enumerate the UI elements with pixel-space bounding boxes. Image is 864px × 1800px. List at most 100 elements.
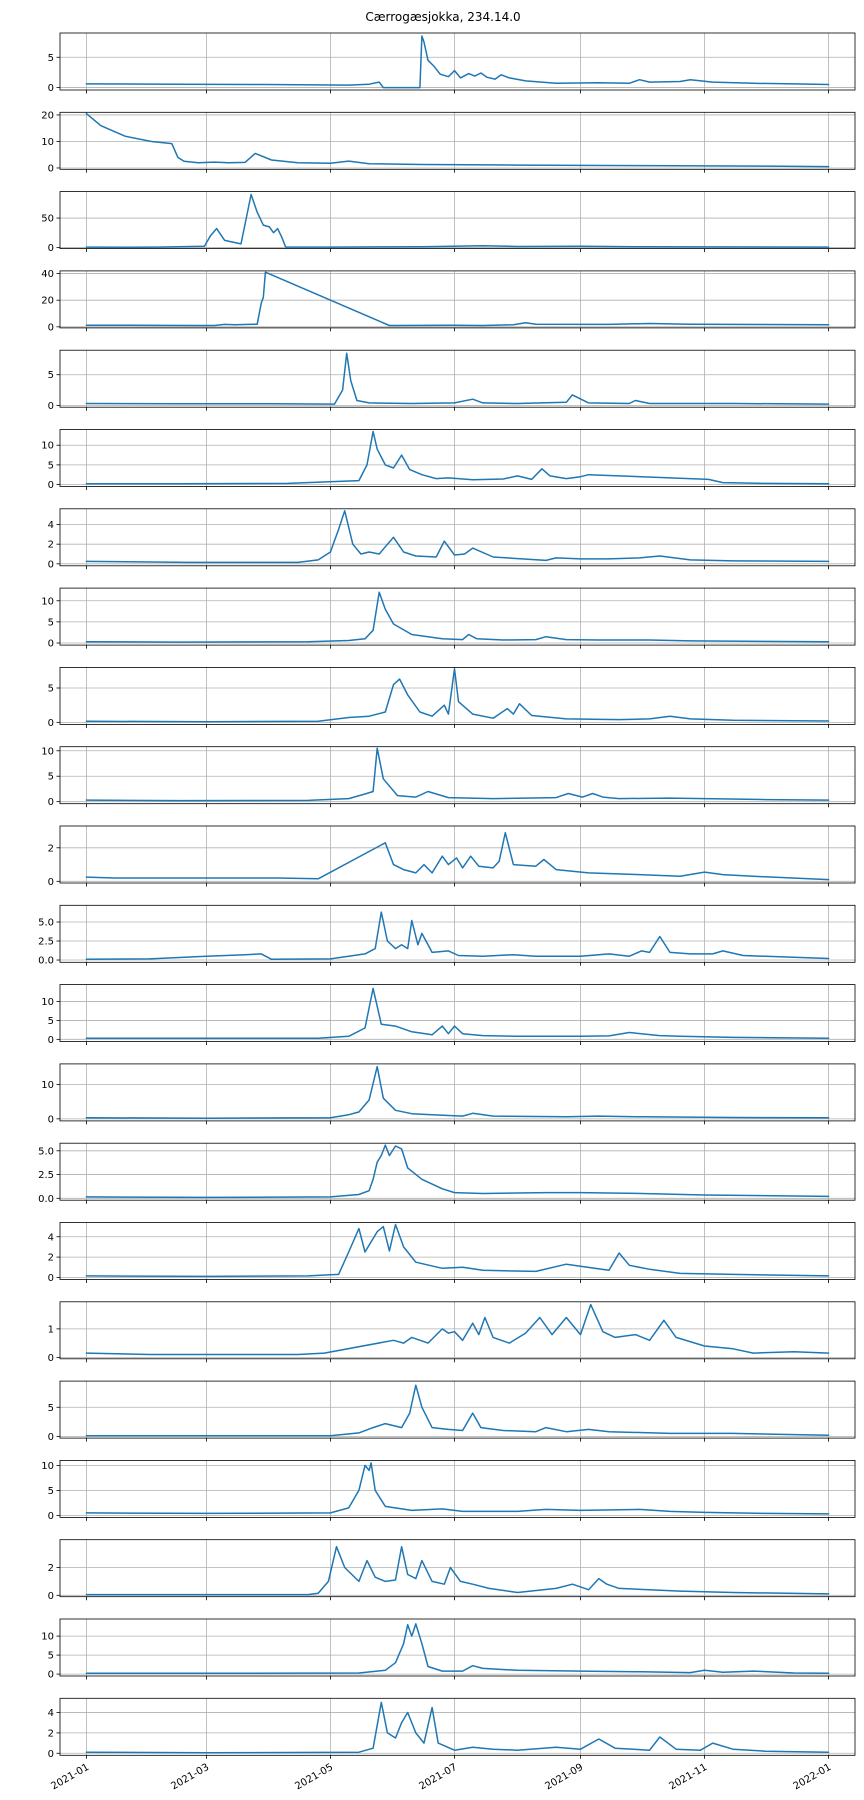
y-tick-label: 10 <box>41 997 54 1008</box>
x-tick-label: 2021-01 <box>49 1762 91 1792</box>
y-tick-label: 2.5 <box>38 1170 54 1181</box>
panel-frame <box>59 270 856 329</box>
series-line <box>85 1545 830 1596</box>
y-tick-label: 0 <box>48 83 54 94</box>
panel-7: 0 2 4 <box>48 508 856 570</box>
series-line <box>85 510 830 564</box>
y-tick-label: 5 <box>48 53 54 64</box>
y-tick-label: 20 <box>41 296 54 307</box>
panel-frame <box>59 984 856 1042</box>
y-tick-label: 0 <box>48 559 54 570</box>
y-tick-label: 2 <box>48 540 54 551</box>
y-tick-label: 0 <box>48 638 54 649</box>
y-tick-label: 5 <box>48 1651 54 1662</box>
y-tick-label: 10 <box>41 137 54 148</box>
panel-17: 01 <box>48 1301 856 1364</box>
series-line <box>85 591 830 643</box>
x-tick-label: 2021-05 <box>293 1762 335 1792</box>
x-tick-label: 2021-11 <box>668 1762 710 1792</box>
chart-title: Cærrogæsjokka, 234.14.0 <box>365 10 520 24</box>
y-tick-label: 10 <box>41 1080 54 1091</box>
y-tick-label: 5 <box>48 370 54 381</box>
panel-3: 0 50 <box>41 191 856 254</box>
panel-frame <box>59 1142 856 1201</box>
panel-frame <box>59 191 856 250</box>
series-line <box>85 1701 830 1754</box>
panel-8: 0 5 10 <box>41 587 856 649</box>
panel-14: 0 10 <box>41 1063 856 1125</box>
panel-frame <box>59 904 856 963</box>
panel-frame <box>59 1301 856 1360</box>
y-tick-label: 0 <box>48 401 54 412</box>
y-tick-label: 4 <box>48 1232 54 1243</box>
y-tick-label: 0.0 <box>38 1194 54 1205</box>
y-tick-label: 5.0 <box>38 1146 54 1157</box>
panel-15: 0.0 2.5 5.0 <box>38 1142 856 1205</box>
y-tick-label: 0 <box>48 163 54 174</box>
panel-2: 0 10 20 <box>41 110 856 174</box>
y-tick-label: 5 <box>48 1403 54 1414</box>
panel-frame <box>59 1222 856 1280</box>
panel-frame <box>59 667 856 725</box>
y-tick-label: 2 <box>48 1563 54 1574</box>
series-line <box>85 1462 830 1515</box>
panel-1: 05 <box>48 32 856 94</box>
panel-frame <box>59 1539 856 1598</box>
series-line <box>85 911 830 961</box>
panel-19: 0 5 10 <box>41 1460 856 1522</box>
series-line <box>85 1384 830 1437</box>
panel-18: 05 <box>48 1380 856 1443</box>
y-tick-label: 0 <box>48 322 54 333</box>
y-tick-label: 10 <box>41 441 54 452</box>
y-tick-label: 0 <box>48 797 54 808</box>
panel-frame <box>59 32 856 91</box>
series-line <box>85 1144 830 1199</box>
panels: 0501020050020400505100240510050510020.02… <box>38 32 856 1760</box>
y-tick-label: 0 <box>48 1035 54 1046</box>
y-tick-label: 4 <box>48 1708 54 1719</box>
series-line <box>85 193 830 248</box>
panel-13: 0 5 10 <box>41 984 856 1046</box>
y-tick-label: 5 <box>48 460 54 471</box>
panel-frame <box>59 746 856 805</box>
series-line <box>85 1065 830 1119</box>
panel-10: 0 5 10 <box>41 746 856 808</box>
y-tick-label: 2 <box>48 843 54 854</box>
y-tick-label: 4 <box>48 520 54 531</box>
y-tick-label: 0 <box>48 1511 54 1522</box>
y-tick-label: 5 <box>48 1486 54 1497</box>
y-tick-label: 2 <box>48 1728 54 1739</box>
y-tick-label: 5 <box>48 684 54 695</box>
panel-9: 05 <box>48 667 856 729</box>
y-tick-label: 0 <box>48 718 54 729</box>
panel-frame <box>59 1063 856 1122</box>
y-tick-label: 2 <box>48 1253 54 1264</box>
y-tick-label: 2.5 <box>38 937 54 948</box>
y-tick-label: 0 <box>48 480 54 491</box>
series-line <box>85 987 830 1039</box>
panel-frame <box>59 1460 856 1518</box>
panel-4: 0 20 40 <box>41 269 856 333</box>
x-tick-label: 2022-01 <box>792 1762 834 1792</box>
x-tick-label: 2021-03 <box>169 1762 211 1792</box>
y-tick-label: 10 <box>41 1461 54 1472</box>
y-tick-label: 0 <box>48 1749 54 1760</box>
panel-frame <box>59 587 856 646</box>
panel-frame <box>59 825 856 884</box>
panel-6: 0 5 10 <box>41 429 856 491</box>
panel-20: 02 <box>48 1539 856 1602</box>
series-line <box>85 352 830 405</box>
y-tick-label: 0 <box>48 1432 54 1443</box>
y-tick-label: 0.0 <box>38 956 54 967</box>
y-tick-label: 0 <box>48 243 54 254</box>
y-tick-label: 0 <box>48 1114 54 1125</box>
panel-frame <box>59 429 856 487</box>
x-tick-label: 2021-07 <box>417 1762 459 1792</box>
y-tick-label: 10 <box>41 596 54 607</box>
y-tick-label: 5 <box>48 617 54 628</box>
x-tick-label: 2021-09 <box>544 1762 586 1792</box>
x-axis: 2021-01 2021-03 2021-05 2021-07 2021-09 2021-… <box>49 1762 833 1792</box>
y-tick-label: 10 <box>41 1632 54 1643</box>
panel-frame <box>59 1618 856 1677</box>
